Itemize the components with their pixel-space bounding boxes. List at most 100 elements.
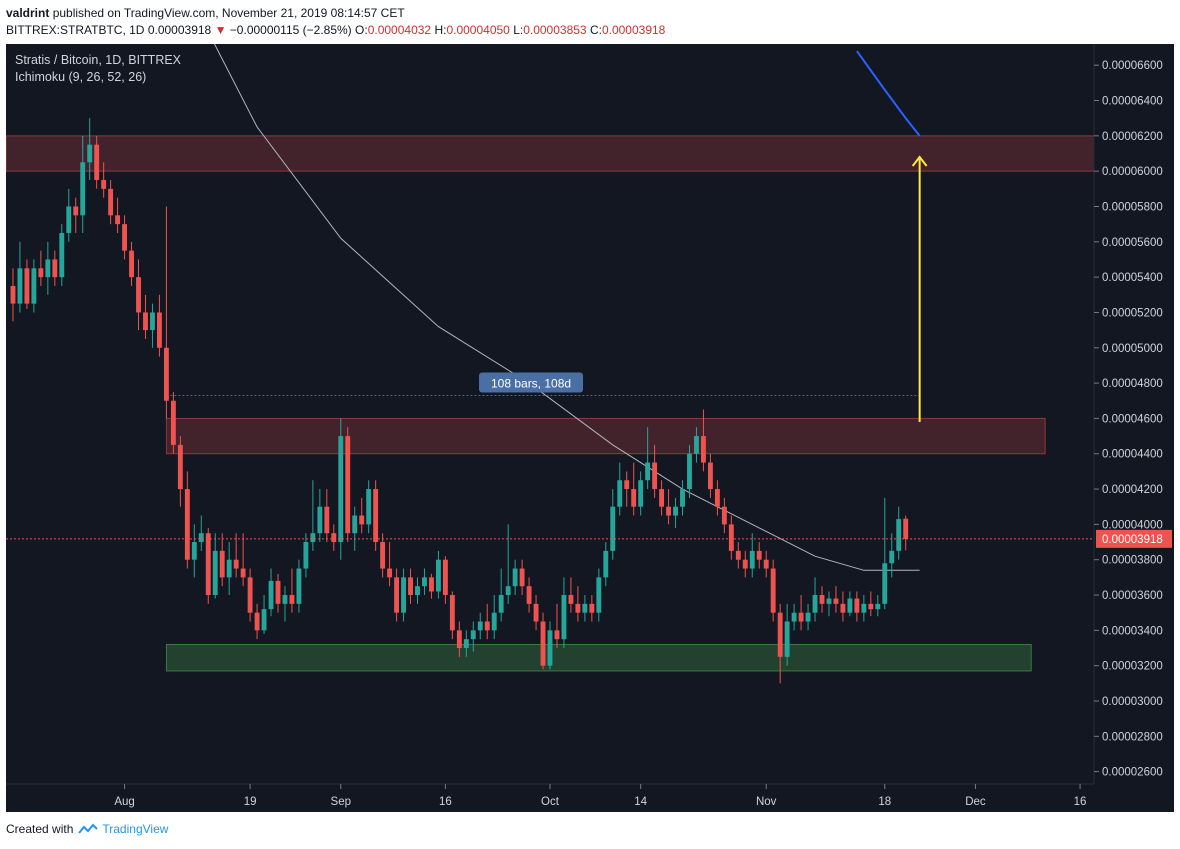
candle-body bbox=[115, 215, 121, 225]
x-tick-label: Dec bbox=[965, 796, 986, 808]
candle-body bbox=[903, 518, 909, 539]
last-price: 0.00003918 bbox=[147, 23, 212, 37]
candle-body bbox=[373, 489, 379, 543]
candle bbox=[749, 533, 755, 578]
x-tick-label: 16 bbox=[1074, 796, 1087, 808]
candle-body bbox=[889, 550, 895, 564]
candle-body bbox=[505, 586, 511, 596]
candle bbox=[673, 497, 678, 528]
candle-body bbox=[784, 621, 790, 657]
candle bbox=[212, 533, 218, 599]
candle bbox=[233, 533, 239, 578]
candle-body bbox=[812, 595, 818, 613]
candle-body bbox=[700, 436, 706, 463]
candle-body bbox=[721, 506, 727, 525]
candle bbox=[394, 568, 400, 622]
candle bbox=[554, 603, 560, 649]
candle bbox=[38, 250, 44, 286]
candle bbox=[777, 603, 783, 684]
ichimoku-base-line bbox=[213, 44, 920, 571]
candle-body bbox=[756, 550, 762, 560]
candle-body bbox=[31, 268, 37, 304]
author-name[interactable]: valdrint bbox=[6, 6, 50, 20]
candle bbox=[226, 542, 232, 596]
candle bbox=[526, 577, 532, 613]
candle-body bbox=[233, 559, 239, 569]
candle bbox=[289, 568, 295, 613]
candle bbox=[610, 489, 616, 560]
y-tick-label: 0.00002800 bbox=[1102, 731, 1163, 743]
candle bbox=[568, 577, 574, 613]
candle bbox=[268, 568, 274, 617]
candle-body bbox=[680, 489, 685, 507]
candle bbox=[170, 391, 176, 454]
candle-body bbox=[749, 550, 755, 569]
candle bbox=[338, 418, 344, 560]
candle bbox=[707, 453, 713, 498]
legend-indicator[interactable]: Ichimoku (9, 26, 52, 26) bbox=[15, 70, 147, 84]
x-tick-label: 18 bbox=[878, 796, 891, 808]
target-arrow-head bbox=[911, 155, 928, 167]
candle-body bbox=[129, 250, 134, 278]
y-tick-label: 0.00006400 bbox=[1102, 96, 1163, 108]
candle-body bbox=[24, 268, 30, 304]
candle bbox=[784, 603, 790, 666]
y-tick-label: 0.00005200 bbox=[1102, 307, 1163, 319]
candle-body bbox=[282, 595, 288, 604]
candle-body bbox=[338, 436, 344, 543]
candle bbox=[45, 241, 51, 295]
candle bbox=[31, 259, 37, 313]
candle bbox=[742, 550, 748, 578]
candle bbox=[589, 595, 595, 622]
candle bbox=[882, 497, 888, 610]
candle bbox=[714, 480, 720, 516]
candle-body bbox=[798, 612, 804, 622]
y-tick-label: 0.00003600 bbox=[1102, 590, 1163, 602]
candle bbox=[582, 595, 588, 622]
candle bbox=[819, 586, 825, 613]
candle bbox=[700, 409, 706, 472]
ohlc-high-label: H: bbox=[434, 23, 447, 37]
candle bbox=[561, 577, 567, 649]
chart-area[interactable]: 108 bars, 108d 0.00006600 0.00006400 0.0000… bbox=[6, 44, 1174, 812]
resistance-zone bbox=[165, 417, 1046, 455]
ohlc-close-value: 0.00003918 bbox=[601, 23, 666, 37]
candle-body bbox=[275, 580, 281, 604]
ohlc-high-value: 0.00004050 bbox=[446, 23, 510, 37]
candle bbox=[66, 188, 72, 242]
candle-body bbox=[470, 630, 476, 640]
candle-body bbox=[805, 612, 811, 622]
candle-body bbox=[303, 542, 309, 569]
candle bbox=[854, 591, 860, 622]
candle-body bbox=[163, 347, 169, 401]
candle bbox=[108, 179, 114, 225]
ohlc-open-label: O: bbox=[355, 23, 368, 37]
candle bbox=[889, 533, 895, 578]
candle bbox=[456, 621, 462, 657]
candlestick-chart[interactable]: 108 bars, 108d 0.00006600 0.00006400 0.0000… bbox=[6, 44, 1174, 812]
candle bbox=[449, 591, 455, 640]
candle-body bbox=[415, 586, 420, 596]
candle-body bbox=[638, 480, 644, 507]
footer: Created with TradingView bbox=[6, 822, 168, 836]
y-tick-label: 0.00006200 bbox=[1102, 131, 1163, 143]
candle bbox=[143, 294, 148, 339]
candle bbox=[638, 471, 644, 516]
candle-body bbox=[603, 550, 609, 578]
candle bbox=[122, 215, 128, 260]
candle-body bbox=[170, 400, 176, 445]
candle-body bbox=[156, 312, 162, 348]
price-change: −0.00000115 (−2.85%) bbox=[229, 23, 352, 37]
candle bbox=[798, 595, 804, 631]
tradingview-logo[interactable]: TradingView bbox=[77, 822, 168, 836]
candle-body bbox=[847, 598, 853, 613]
candle bbox=[540, 612, 546, 670]
candle bbox=[596, 568, 602, 622]
candle-body bbox=[617, 480, 623, 507]
candle-body bbox=[108, 188, 114, 216]
candle bbox=[666, 489, 672, 525]
candle-body bbox=[666, 506, 672, 516]
candle-body bbox=[568, 595, 574, 604]
candle-body bbox=[477, 621, 483, 631]
candle-body bbox=[380, 542, 386, 569]
